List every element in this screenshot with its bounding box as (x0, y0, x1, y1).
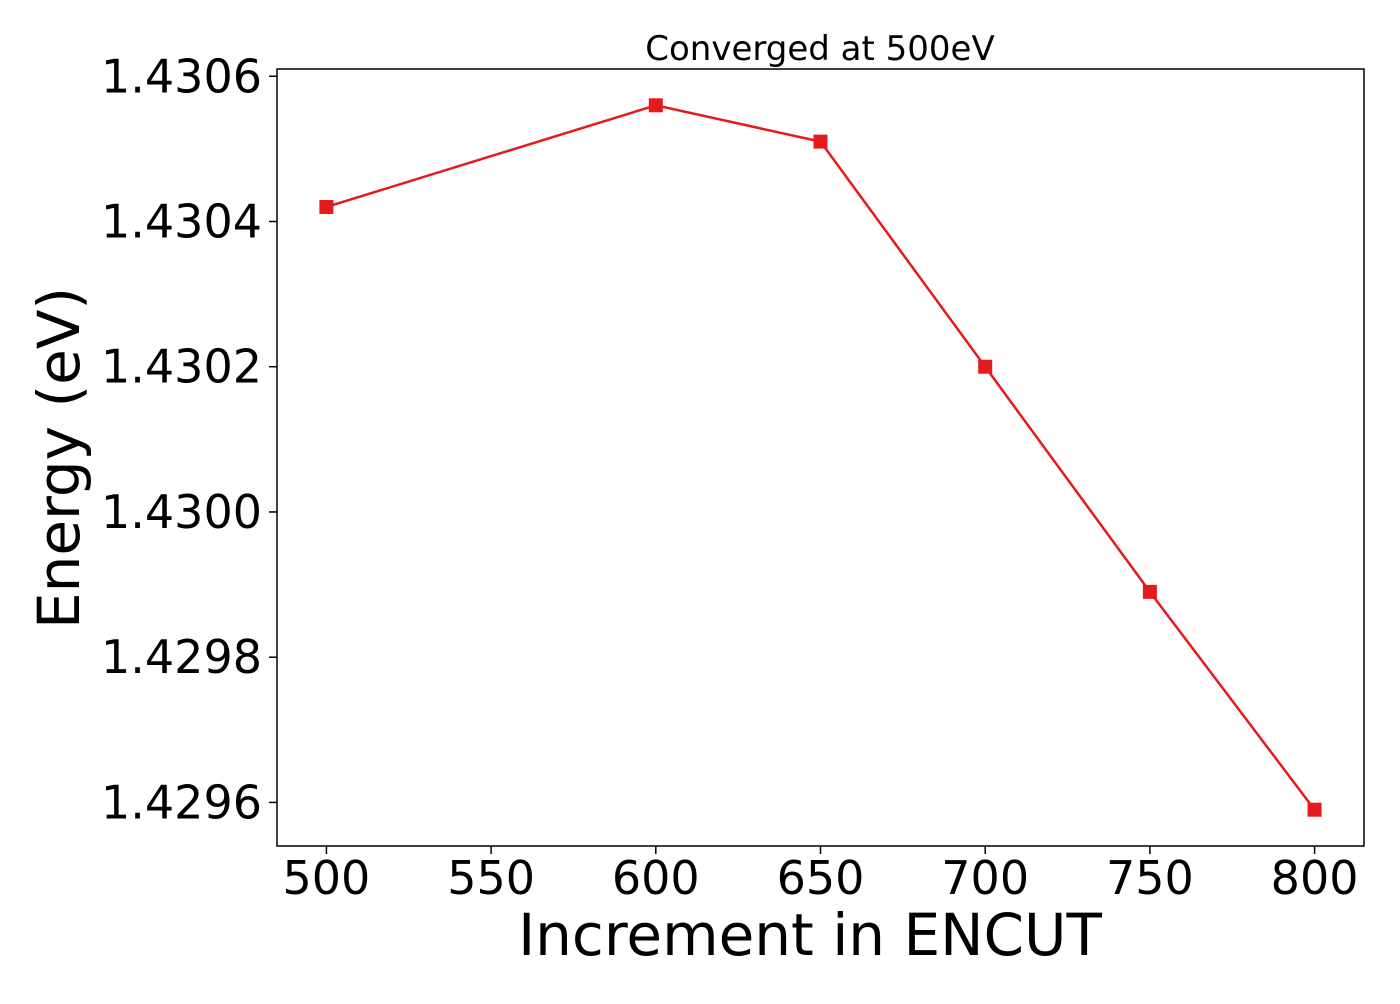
x-axis-label: Increment in ENCUT (518, 901, 1102, 969)
data-point-marker (648, 98, 663, 113)
data-point-marker (1142, 584, 1157, 599)
plot-content (319, 98, 1322, 817)
y-tick-label: 1.4296 (101, 775, 262, 829)
plot-frame (276, 68, 1365, 847)
x-tick-label: 650 (777, 851, 865, 905)
y-tick-label: 1.4298 (101, 630, 262, 684)
x-tick-label: 550 (447, 851, 535, 905)
x-tick-label: 800 (1271, 851, 1359, 905)
y-axis-ticks: 1.4296 1.4298 1.4300 1.4302 1.4304 1.4306 (101, 49, 277, 829)
x-tick-label: 600 (612, 851, 700, 905)
y-axis-label: Energy (eV) (25, 287, 93, 629)
data-point-marker (319, 199, 334, 214)
data-point-marker (813, 134, 828, 149)
y-tick-label: 1.4302 (101, 340, 262, 394)
data-point-marker (1307, 802, 1322, 817)
y-tick-label: 1.4306 (101, 49, 262, 103)
data-point-marker (978, 359, 993, 374)
y-tick-label: 1.4304 (101, 194, 262, 248)
x-axis-ticks: 500 550 600 650 700 750 800 (283, 846, 1359, 905)
x-tick-label: 500 (283, 851, 371, 905)
x-tick-label: 700 (941, 851, 1029, 905)
series-line (326, 104, 1316, 811)
x-tick-label: 750 (1106, 851, 1194, 905)
chart-title: Converged at 500eV (645, 29, 994, 69)
y-tick-label: 1.4300 (101, 485, 262, 539)
